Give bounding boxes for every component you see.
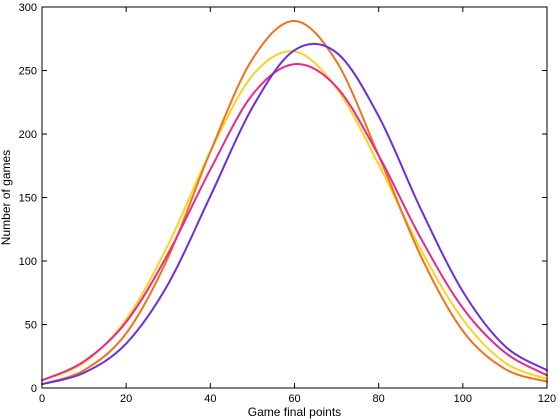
y-tick-label: 100	[19, 256, 37, 268]
y-tick-label: 300	[19, 2, 37, 14]
series-line-1	[41, 50, 548, 382]
series-line-2	[41, 19, 548, 386]
ticks-layer: 0 20 40 60 80 100 120 0 50 100 150 200 250 300	[19, 2, 557, 405]
series-line-3	[41, 63, 548, 382]
y-tick-label: 250	[19, 66, 37, 78]
y-axis-label: Number of games	[0, 150, 13, 245]
series-line-4	[41, 42, 548, 386]
y-tick-label: 50	[25, 320, 37, 332]
x-tick-label: 120	[538, 393, 556, 405]
series-layer	[41, 19, 548, 386]
x-tick-label: 60	[288, 393, 300, 405]
y-tick-label: 0	[31, 383, 37, 395]
y-tick-label: 200	[19, 129, 37, 141]
x-tick-label: 40	[204, 393, 216, 405]
x-tick-label: 100	[454, 393, 472, 405]
x-tick-label: 0	[39, 393, 45, 405]
y-tick-label: 150	[19, 193, 37, 205]
x-tick-label: 20	[120, 393, 132, 405]
x-tick-label: 80	[373, 393, 385, 405]
x-axis-label: Game final points	[248, 405, 341, 419]
